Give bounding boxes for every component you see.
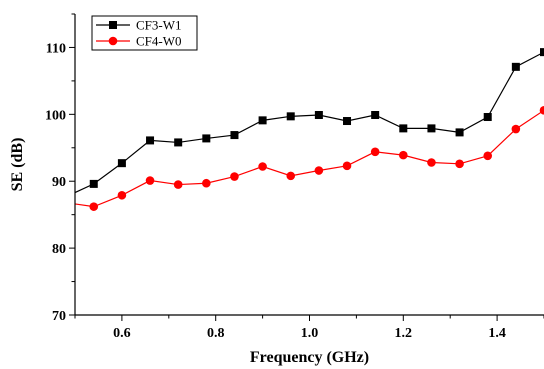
x-tick-label: 1.0 bbox=[301, 326, 319, 341]
data-point bbox=[286, 171, 296, 181]
data-point bbox=[145, 176, 155, 185]
series-line-0 bbox=[74, 51, 544, 194]
data-point bbox=[540, 48, 544, 57]
data-point bbox=[455, 159, 464, 169]
data-point bbox=[202, 178, 211, 188]
data-point bbox=[399, 150, 408, 160]
x-axis-title: Frequency (GHz) bbox=[250, 349, 369, 366]
data-point bbox=[483, 113, 492, 122]
y-tick-label: 100 bbox=[45, 108, 66, 123]
data-point bbox=[343, 117, 352, 126]
data-point bbox=[286, 112, 295, 121]
data-point bbox=[258, 116, 267, 125]
data-point bbox=[230, 131, 239, 140]
data-point bbox=[371, 111, 380, 120]
y-tick-label: 70 bbox=[52, 309, 66, 324]
x-tick-label: 0.8 bbox=[207, 326, 225, 341]
data-point bbox=[258, 162, 267, 171]
data-point bbox=[230, 172, 239, 181]
y-tick-label: 90 bbox=[52, 175, 66, 190]
data-point bbox=[117, 159, 126, 168]
legend-label: CF4-W0 bbox=[136, 34, 182, 49]
data-point bbox=[511, 62, 520, 71]
y-axis-title: SE (dB) bbox=[9, 138, 26, 192]
data-point bbox=[314, 111, 323, 120]
data-point bbox=[455, 128, 464, 137]
axes: 0.6 0.8 1.0 1.2 1.4 70 80 90 100 110 bbox=[45, 13, 544, 341]
data-point bbox=[202, 134, 211, 143]
data-point bbox=[539, 106, 544, 115]
x-tick-label: 1.4 bbox=[488, 326, 506, 341]
data-point bbox=[427, 158, 436, 167]
y-tick-label: 80 bbox=[52, 242, 66, 257]
legend-marker bbox=[109, 21, 117, 29]
series-line-1 bbox=[74, 109, 544, 208]
data-point bbox=[146, 136, 155, 145]
data-point bbox=[89, 179, 98, 188]
data-point bbox=[483, 151, 493, 161]
legend-marker bbox=[108, 36, 118, 46]
series-layer bbox=[74, 48, 544, 211]
data-point bbox=[370, 147, 380, 157]
data-point bbox=[399, 124, 408, 133]
data-point bbox=[89, 202, 99, 211]
data-point bbox=[174, 138, 183, 147]
data-point bbox=[314, 166, 324, 175]
y-tick-label: 110 bbox=[46, 41, 66, 56]
data-point bbox=[342, 161, 352, 171]
data-point bbox=[511, 124, 521, 134]
data-point bbox=[173, 180, 183, 189]
legend-label: CF3-W1 bbox=[136, 18, 182, 33]
x-tick-label: 0.6 bbox=[113, 326, 131, 341]
legend-box bbox=[91, 15, 198, 51]
x-tick-label: 1.2 bbox=[395, 326, 413, 341]
data-point bbox=[427, 124, 436, 133]
data-point bbox=[117, 190, 127, 200]
